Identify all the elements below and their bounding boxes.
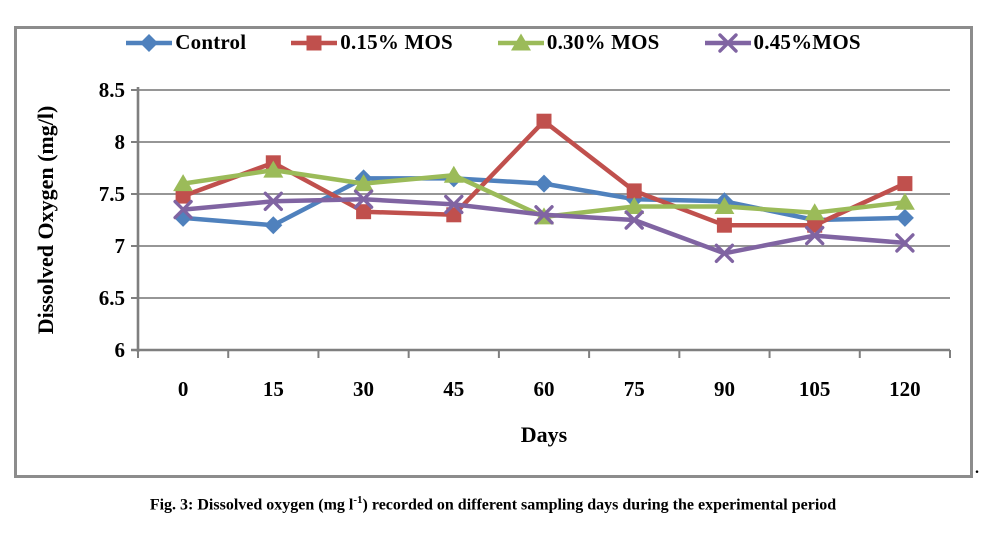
svg-text:8.5: 8.5 (99, 78, 125, 102)
x-marker-icon (704, 32, 751, 53)
svg-text:15: 15 (263, 377, 284, 401)
legend-label: 0.45%MOS (753, 30, 861, 54)
legend: Control 0.15% MOS 0.30% MOS 0.45%MOS (20, 30, 966, 55)
svg-text:6: 6 (115, 338, 126, 362)
svg-text:6.5: 6.5 (99, 286, 125, 310)
axes (131, 87, 951, 358)
chart-frame (14, 26, 973, 478)
svg-text:45: 45 (443, 377, 464, 401)
svg-text:60: 60 (534, 377, 555, 401)
legend-item-0-15-mos: 0.15% MOS (290, 30, 453, 55)
svg-text:75: 75 (624, 377, 645, 401)
svg-text:120: 120 (889, 377, 921, 401)
svg-text:0: 0 (178, 377, 189, 401)
legend-label: 0.15% MOS (340, 30, 453, 54)
y-axis-title: Dissolved Oxygen (mg/l) (33, 105, 58, 335)
caption-superscript: -1 (353, 494, 363, 506)
trailing-period: . (975, 460, 979, 477)
svg-text:90: 90 (714, 377, 735, 401)
series-0-45-mos (173, 189, 915, 263)
caption-suffix: ) recorded on different sampling days du… (362, 496, 837, 514)
svg-text:105: 105 (799, 377, 831, 401)
series-0-15-mos (175, 113, 913, 233)
y-tick-labels: 8.5 8 7.5 7 6.5 6 (99, 78, 125, 362)
figure-caption: Fig. 3: Dissolved oxygen (mg l-1) record… (0, 494, 986, 514)
diamond-marker-icon (126, 33, 173, 52)
legend-item-0-45-mos: 0.45%MOS (704, 30, 861, 55)
svg-text:30: 30 (353, 377, 374, 401)
svg-text:7.5: 7.5 (99, 182, 125, 206)
legend-item-0-30-mos: 0.30% MOS (497, 30, 660, 55)
legend-item-control: Control (125, 30, 246, 55)
svg-text:8: 8 (115, 130, 126, 154)
x-axis-title: Days (520, 422, 568, 447)
caption-prefix: Fig. 3: Dissolved oxygen (mg l (149, 496, 354, 514)
x-tick-labels: 0 15 30 45 60 75 90 105 120 (178, 377, 921, 401)
legend-label: 0.30% MOS (546, 30, 660, 54)
svg-text:7: 7 (115, 234, 126, 258)
square-marker-icon (291, 35, 338, 50)
legend-label: Control (175, 30, 247, 54)
triangle-marker-icon (497, 33, 544, 50)
gridlines (138, 89, 950, 299)
